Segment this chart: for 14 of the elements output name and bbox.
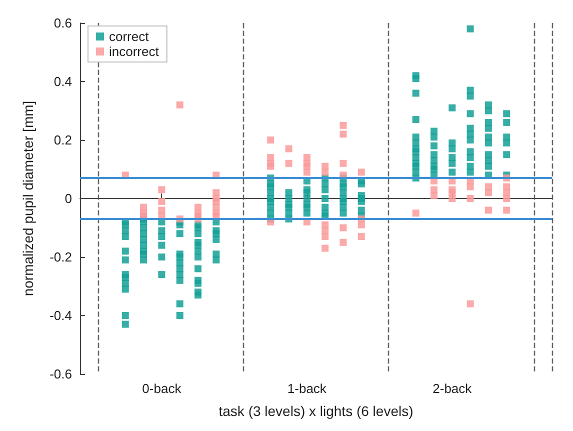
y-tick-label: 0 [64, 191, 72, 206]
y-axis-title: normalized pupil diameter [mm] [20, 100, 36, 296]
x-tick-label: 1-back [287, 381, 327, 396]
y-tick-label: -0.4 [50, 308, 72, 323]
x-tick-label: 0-back [142, 381, 182, 396]
y-tick-label: -0.2 [50, 250, 72, 264]
y-tick-label: 0.4 [54, 74, 72, 89]
x-axis-title: task (3 levels) x lights (6 levels) [218, 403, 414, 419]
y-tick-label: 0.2 [54, 132, 72, 148]
y-tick-label: 0.6 [54, 16, 72, 30]
legend-label: correct [109, 29, 150, 44]
legend-label: incorrect [109, 44, 160, 59]
x-tick-label: 2-back [432, 381, 472, 396]
y-tick-label: -0.6 [50, 366, 72, 382]
